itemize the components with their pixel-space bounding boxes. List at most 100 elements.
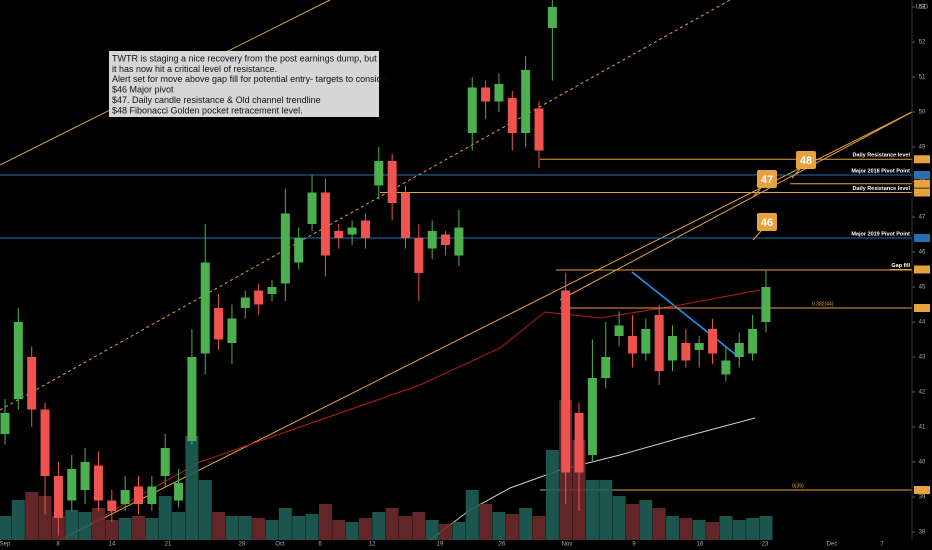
candle-body: [374, 161, 384, 186]
x-tick-label: 28: [239, 542, 246, 548]
level-label: Major 2018 Pivot Point: [851, 168, 910, 174]
trendline: [0, 0, 731, 411]
volume-bar: [252, 518, 266, 540]
candle-body: [320, 192, 330, 256]
volume-bar: [599, 480, 613, 540]
price-tag: [914, 234, 930, 242]
callout-label: 48: [800, 155, 812, 167]
level-label: Gap fill: [891, 263, 910, 269]
volume-bar: [265, 520, 279, 540]
trendline: [631, 271, 741, 359]
candle-body: [387, 161, 397, 203]
candle-body: [561, 290, 571, 473]
volume-bar: [425, 520, 439, 540]
note-line: it has now hit a critical level of resis…: [112, 64, 277, 74]
volume-bar: [505, 514, 519, 540]
volume-bar: [612, 496, 626, 540]
x-tick-label: Nov: [562, 542, 573, 548]
volume-bar: [372, 512, 386, 540]
candle-body: [547, 7, 557, 28]
volume-bar: [78, 512, 92, 540]
volume-bar: [212, 512, 226, 540]
candle-body: [681, 343, 691, 361]
candle-body: [587, 378, 597, 455]
candle-body: [294, 238, 304, 263]
candle-body: [454, 227, 464, 256]
volume-bar: [479, 504, 493, 540]
candle-body: [174, 483, 184, 501]
volume-bar: [38, 496, 52, 540]
volume-bar: [0, 516, 12, 540]
volume-bar: [412, 512, 426, 540]
volume-bar: [692, 520, 706, 540]
volume-bar: [746, 518, 760, 540]
volume-bar: [706, 522, 720, 540]
volume-bar: [158, 496, 172, 540]
price-tag: [914, 304, 930, 312]
volume-bar: [332, 520, 346, 540]
x-tick-label: Sep: [0, 542, 11, 548]
candle-body: [334, 231, 344, 238]
y-tick-label: 46: [919, 250, 926, 256]
volume-bar: [145, 518, 159, 540]
candle-body: [240, 297, 250, 308]
volume-bar: [679, 518, 693, 540]
candle-body: [40, 409, 50, 476]
volume-bar: [278, 508, 292, 540]
volume-bar: [585, 480, 599, 540]
price-axis-bg: [912, 0, 932, 550]
level-label: 0.382(44): [812, 301, 834, 307]
volume-bar: [732, 520, 746, 540]
candle-body: [614, 325, 624, 336]
candle-body: [574, 413, 584, 473]
candle-body: [187, 357, 197, 441]
candle-body: [254, 290, 264, 305]
candle-body: [80, 462, 90, 490]
candle-body: [93, 465, 103, 501]
price-tag: [914, 265, 930, 274]
candle-body: [360, 220, 370, 238]
volume-bar: [439, 524, 453, 540]
candle-body: [734, 343, 744, 357]
y-tick-label: 41: [919, 425, 926, 431]
callout-box: [757, 170, 777, 188]
volume-bar: [465, 490, 479, 540]
volume-bar: [318, 504, 332, 540]
callout-box: [796, 151, 816, 169]
y-tick-label: 44: [919, 320, 926, 326]
volume-bar: [358, 518, 372, 540]
volume-bar: [238, 516, 252, 540]
candle-body: [708, 329, 718, 354]
x-tick-label: 9: [632, 542, 636, 548]
volume-bar: [292, 516, 306, 540]
candle-body: [427, 231, 437, 249]
candle-body: [654, 315, 664, 371]
x-tick-label: 16: [697, 542, 704, 548]
volume-bar: [452, 522, 466, 540]
x-tick-label: 12: [369, 542, 376, 548]
candle-body: [120, 490, 130, 504]
note-line: $48 Fibonacci Golden pocket retracement …: [112, 105, 303, 115]
y-tick-label: 49: [919, 145, 926, 151]
candle-body: [481, 87, 491, 102]
volume-bar: [666, 516, 679, 540]
candle-body: [160, 448, 170, 476]
note-line: Alert set for move above gap fill for po…: [112, 74, 392, 84]
candle-body: [601, 357, 611, 378]
candle-body: [267, 287, 277, 294]
candle-body: [641, 329, 651, 354]
volume-bar: [225, 516, 239, 540]
callout-pointer: [752, 230, 762, 241]
y-tick-label: 53: [919, 5, 926, 11]
volume-bar: [639, 500, 653, 540]
y-tick-label: 45: [919, 285, 926, 291]
note-line: $46 Major pivot: [112, 85, 174, 95]
volume-bar: [625, 504, 639, 540]
candle-body: [307, 192, 317, 224]
candle-body: [761, 287, 771, 322]
x-tick-label: 8: [56, 542, 60, 548]
price-tag: [914, 486, 930, 494]
y-tick-label: 39: [919, 495, 926, 501]
volume-bar: [198, 480, 212, 540]
